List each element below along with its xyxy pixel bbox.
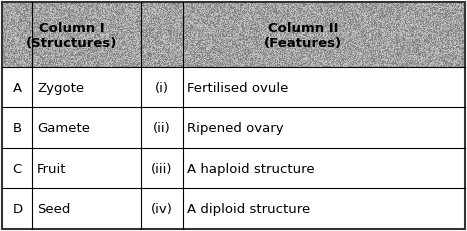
Bar: [2, 188, 32, 229]
Text: Gamete: Gamete: [37, 122, 90, 134]
Text: B: B: [13, 122, 22, 134]
Text: (i): (i): [155, 81, 169, 94]
Text: (ii): (ii): [153, 122, 171, 134]
Bar: [183, 108, 465, 148]
Bar: [32, 108, 141, 148]
Text: Column I
(Structures): Column I (Structures): [26, 22, 117, 49]
Text: Fertilised ovule: Fertilised ovule: [187, 81, 289, 94]
Text: Seed: Seed: [37, 202, 71, 215]
Bar: [141, 68, 183, 108]
Bar: [141, 188, 183, 229]
Text: Ripened ovary: Ripened ovary: [187, 122, 284, 134]
Text: Column II
(Features): Column II (Features): [264, 22, 342, 49]
Text: (iii): (iii): [151, 162, 173, 175]
Bar: [2, 68, 32, 108]
Bar: [183, 188, 465, 229]
Bar: [141, 108, 183, 148]
Text: C: C: [13, 162, 22, 175]
Bar: [32, 68, 141, 108]
Bar: [141, 148, 183, 188]
Bar: [32, 188, 141, 229]
Bar: [183, 148, 465, 188]
Text: Fruit: Fruit: [37, 162, 67, 175]
Text: (iv): (iv): [151, 202, 173, 215]
Text: A diploid structure: A diploid structure: [187, 202, 311, 215]
Text: Zygote: Zygote: [37, 81, 84, 94]
Bar: [183, 68, 465, 108]
Bar: [2, 108, 32, 148]
Text: A: A: [13, 81, 22, 94]
Text: A haploid structure: A haploid structure: [187, 162, 315, 175]
Bar: [32, 148, 141, 188]
Bar: [2, 148, 32, 188]
Text: D: D: [12, 202, 22, 215]
